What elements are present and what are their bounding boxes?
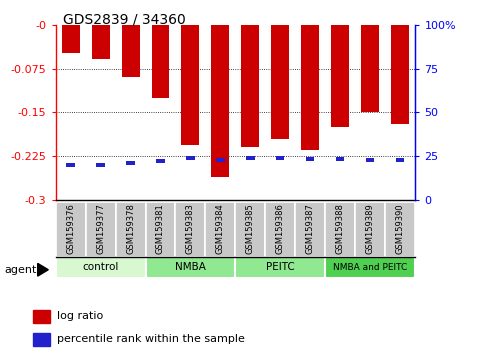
Bar: [145, 257, 236, 278]
Bar: [85, 202, 115, 257]
Bar: [336, 157, 344, 161]
Bar: [301, 25, 319, 150]
Text: percentile rank within the sample: percentile rank within the sample: [57, 335, 244, 344]
Bar: [326, 202, 355, 257]
Bar: [56, 257, 145, 278]
Text: GSM159385: GSM159385: [246, 204, 255, 254]
Bar: [236, 202, 266, 257]
Bar: [306, 157, 314, 161]
Bar: [236, 257, 326, 278]
Bar: [276, 156, 284, 160]
Bar: [216, 158, 225, 162]
Bar: [33, 333, 50, 346]
Bar: [122, 25, 140, 78]
Text: PEITC: PEITC: [266, 262, 295, 272]
Bar: [152, 25, 170, 98]
Bar: [33, 310, 50, 323]
Bar: [331, 25, 349, 127]
Text: GDS2839 / 34360: GDS2839 / 34360: [63, 12, 185, 27]
Bar: [296, 202, 326, 257]
Text: GSM159387: GSM159387: [306, 204, 315, 254]
Bar: [271, 25, 289, 139]
Text: GSM159390: GSM159390: [396, 204, 405, 254]
Text: GSM159386: GSM159386: [276, 204, 285, 254]
Bar: [127, 161, 135, 165]
Bar: [212, 25, 229, 177]
Bar: [242, 25, 259, 147]
Text: GSM159376: GSM159376: [66, 204, 75, 254]
Bar: [397, 158, 404, 162]
Text: GSM159384: GSM159384: [216, 204, 225, 254]
Bar: [56, 202, 85, 257]
Text: control: control: [82, 262, 119, 272]
Bar: [61, 25, 80, 53]
Bar: [361, 25, 379, 113]
Bar: [97, 163, 105, 167]
Bar: [366, 158, 374, 162]
Bar: [205, 202, 236, 257]
Bar: [186, 156, 195, 160]
Bar: [145, 202, 175, 257]
Bar: [326, 257, 415, 278]
Text: NMBA: NMBA: [175, 262, 206, 272]
Bar: [92, 25, 110, 59]
Bar: [156, 159, 165, 162]
Text: GSM159378: GSM159378: [126, 204, 135, 254]
Bar: [355, 202, 385, 257]
Bar: [182, 25, 199, 144]
Bar: [115, 202, 145, 257]
Bar: [175, 202, 205, 257]
Bar: [391, 25, 410, 124]
Text: agent: agent: [5, 265, 37, 275]
Bar: [266, 202, 296, 257]
Polygon shape: [38, 263, 48, 276]
Text: GSM159389: GSM159389: [366, 204, 375, 254]
Bar: [67, 163, 74, 167]
Text: GSM159381: GSM159381: [156, 204, 165, 254]
Text: GSM159383: GSM159383: [186, 204, 195, 254]
Bar: [246, 156, 255, 160]
Text: log ratio: log ratio: [57, 312, 103, 321]
Text: GSM159377: GSM159377: [96, 204, 105, 254]
Text: GSM159388: GSM159388: [336, 204, 345, 254]
Text: NMBA and PEITC: NMBA and PEITC: [333, 263, 408, 272]
Bar: [385, 202, 415, 257]
